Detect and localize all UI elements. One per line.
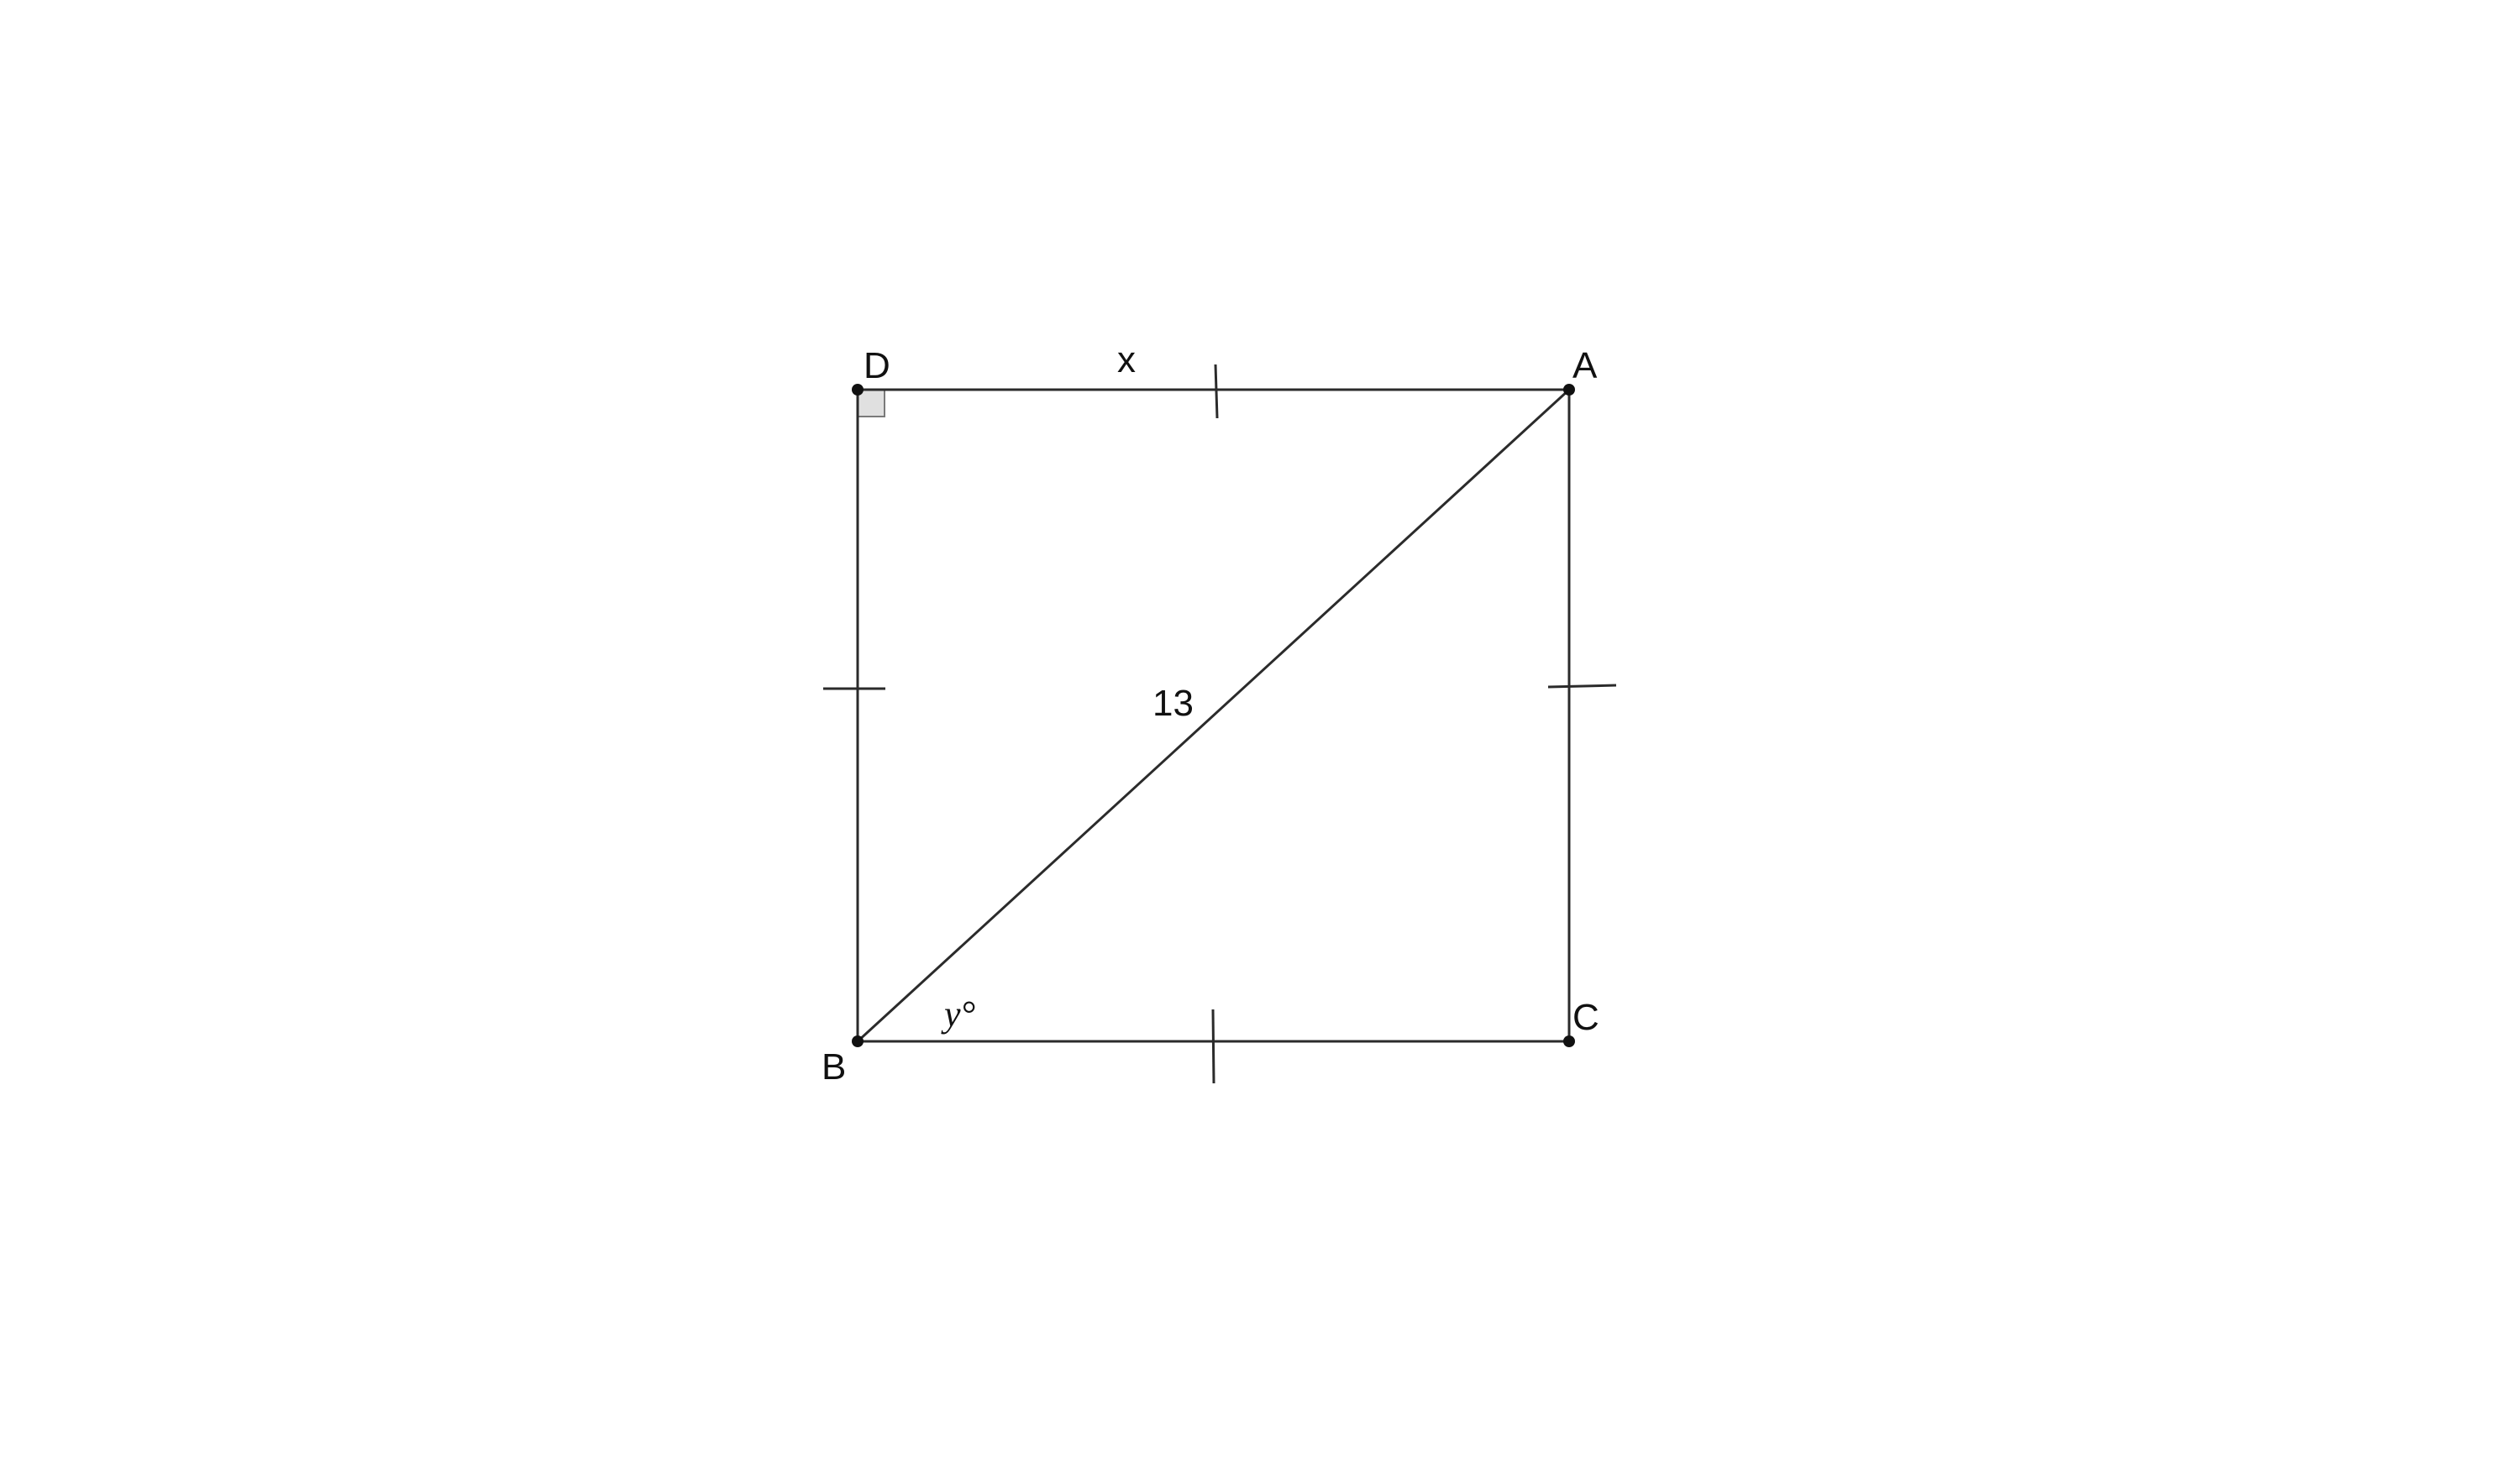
- vertex-c-label: C: [1572, 997, 1599, 1038]
- diagonal-ab: [856, 388, 1571, 1043]
- vertex-d-label: D: [864, 345, 890, 386]
- vertex-c-point: [1563, 1035, 1575, 1047]
- diagonal-length-label: 13: [1152, 683, 1194, 724]
- angle-label-y: y°: [941, 993, 975, 1035]
- vertex-a-point: [1563, 384, 1575, 396]
- vertex-b-label: B: [822, 1046, 846, 1088]
- vertex-a-label: A: [1572, 345, 1598, 386]
- vertex-b-point: [852, 1035, 864, 1047]
- tick-mark-right: [1547, 684, 1617, 689]
- vertex-d-point: [852, 384, 864, 396]
- tick-mark-bottom: [1211, 1009, 1215, 1084]
- tick-mark-top: [1214, 364, 1219, 419]
- side-length-label-x: x: [1117, 339, 1136, 380]
